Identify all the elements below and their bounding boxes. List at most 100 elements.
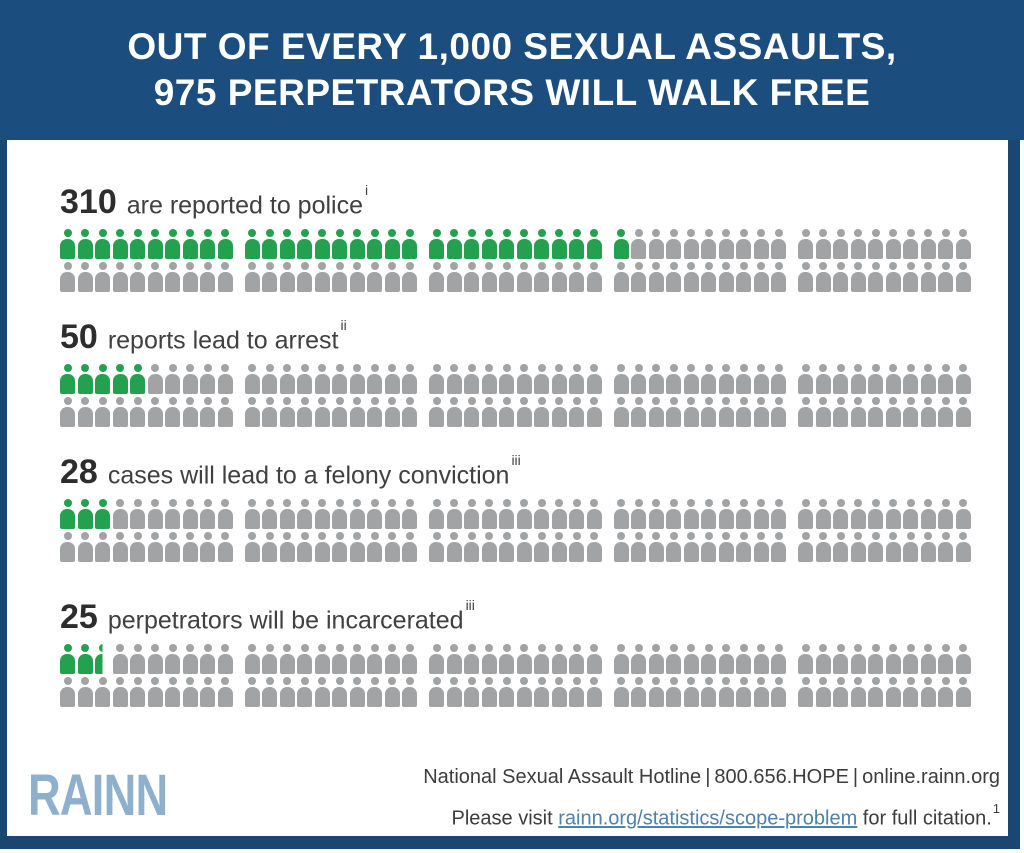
person-icon [446,229,462,259]
person-icon [217,229,233,259]
person-icon [349,499,365,529]
person-icon [130,499,145,529]
person-icon [499,499,514,529]
person-icon [200,262,215,292]
person-icon [885,397,901,427]
person-icon [481,532,497,562]
section-felony-conviction: 28 cases will lead to a felony convictio… [60,451,971,562]
person-icon [60,532,75,562]
person-icon [938,677,953,707]
person-icon [130,262,145,292]
person-icon [77,499,93,529]
person-icon [95,262,110,292]
citation-line: Please visit rainn.org/statistics/scope-… [423,800,1000,832]
person-icon [701,644,716,674]
pictogram-group [429,397,602,427]
person-icon [955,644,971,674]
person-icon [798,532,813,562]
person-icon [631,644,646,674]
pipe-separator: | [852,766,859,788]
person-icon [464,677,479,707]
person-icon [297,532,312,562]
person-icon [850,532,866,562]
person-icon [920,397,936,427]
person-icon [736,499,751,529]
person-icon [77,677,93,707]
person-icon [850,397,866,427]
person-icon [955,499,971,529]
person-icon [481,397,497,427]
person-icon [736,229,751,259]
person-icon [429,397,444,427]
person-icon [367,397,382,427]
person-icon [868,229,883,259]
person-icon [446,499,462,529]
person-icon [666,532,681,562]
person-icon [551,262,567,292]
person-icon [833,262,848,292]
pictogram-row [60,499,971,529]
person-icon [516,364,532,394]
person-icon [384,262,400,292]
person-icon [516,229,532,259]
person-icon [648,364,664,394]
person-icon [384,677,400,707]
person-icon [332,644,347,674]
person-icon [850,262,866,292]
person-icon [349,677,365,707]
person-icon [613,397,629,427]
person-icon [613,532,629,562]
person-icon [165,644,180,674]
person-icon [112,644,128,674]
title-line-1: OUT OF EVERY 1,000 SEXUAL ASSAULTS, [127,26,897,67]
person-icon [384,532,400,562]
person-icon [815,262,831,292]
stat-number: 25 [60,598,98,636]
person-icon [60,499,75,529]
section-reported-to-police: 310 are reported to policei [60,181,971,292]
person-icon [244,532,260,562]
person-icon [938,644,953,674]
person-icon [446,532,462,562]
person-icon [666,677,681,707]
person-icon [112,499,128,529]
person-icon [297,397,312,427]
person-icon [279,364,295,394]
person-icon [631,499,646,529]
person-icon [798,262,813,292]
pictogram-row [60,262,971,292]
person-icon [147,262,163,292]
person-icon [200,644,215,674]
person-icon [666,644,681,674]
citation-superscript: 1 [992,801,1000,816]
person-icon [569,262,584,292]
footnote-marker: i [365,181,369,198]
person-icon [384,499,400,529]
section-label: 25 perpetrators will be incarceratediii [60,597,970,637]
person-icon [701,397,716,427]
person-icon [244,397,260,427]
person-icon [631,397,646,427]
citation-link[interactable]: rainn.org/statistics/scope-problem [558,807,858,830]
person-icon [499,532,514,562]
person-icon [648,644,664,674]
stat-text: cases will lead to a felony convictionii… [107,451,521,489]
person-icon [182,499,198,529]
person-icon [95,677,110,707]
person-icon [446,364,462,394]
person-icon [60,262,75,292]
person-icon [262,499,277,529]
pictogram-grid [60,229,971,292]
person-icon [349,397,365,427]
person-icon [569,677,584,707]
person-icon [367,262,382,292]
person-icon [464,397,479,427]
person-icon [244,229,260,259]
person-icon [446,262,462,292]
pictogram-group [60,644,233,674]
footnote-marker: ii [340,316,347,333]
person-icon [332,397,347,427]
person-icon [631,364,646,394]
person-icon [165,532,180,562]
person-icon [349,229,365,259]
